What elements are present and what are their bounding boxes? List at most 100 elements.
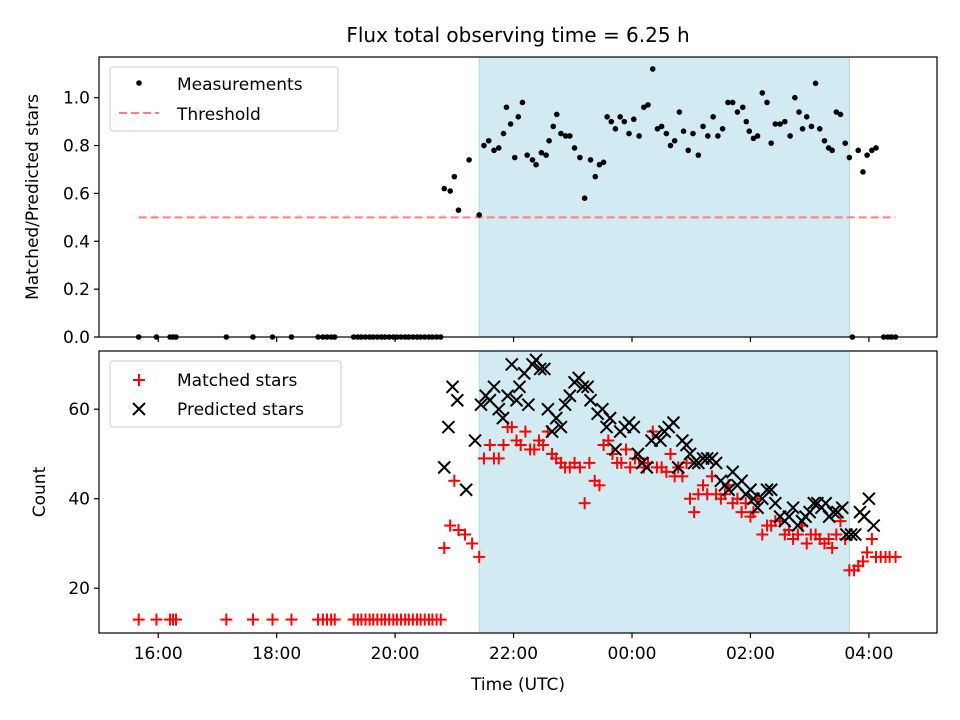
predicted-star-point	[679, 438, 694, 452]
predicted-star-point	[583, 393, 598, 407]
matched-star-point	[328, 613, 341, 626]
predicted-star-point	[521, 398, 536, 412]
y-tick-label: 60	[68, 400, 90, 420]
matched-star-point	[452, 524, 465, 537]
measurement-point	[604, 114, 610, 120]
matched-star-point	[573, 461, 586, 474]
measurement-point	[816, 125, 823, 132]
measurement-point	[710, 114, 716, 120]
measurement-point	[626, 130, 632, 137]
matched-star-point	[684, 492, 697, 505]
measurement-point	[550, 123, 557, 130]
measurement-point	[743, 118, 750, 125]
matched-star-point	[492, 452, 505, 465]
measurement-point	[577, 154, 583, 161]
measurement-point	[596, 161, 603, 168]
measurement-point	[500, 130, 507, 137]
matched-star-point	[830, 528, 843, 541]
measurement-point	[553, 111, 560, 118]
matched-star-point	[583, 456, 596, 469]
top-ylabel: Matched/Predicted stars	[23, 94, 43, 300]
matched-star-point	[132, 613, 145, 626]
measurement-point	[571, 145, 578, 151]
measurement-point	[808, 123, 815, 130]
x-tick-label: 22:00	[489, 644, 538, 664]
measurement-point	[667, 142, 674, 149]
measurement-point	[511, 154, 518, 161]
matched-star-point	[800, 537, 813, 550]
x-tick-label: 00:00	[608, 644, 657, 664]
matched-star-point	[826, 541, 839, 554]
predicted-star-point	[608, 442, 623, 457]
predicted-star-point	[537, 362, 552, 376]
predicted-star-point	[844, 527, 858, 542]
matched-star-point	[438, 541, 451, 554]
measurement-point	[533, 161, 539, 168]
measurement-point	[621, 118, 628, 125]
measurement-point	[538, 149, 545, 156]
measurement-point	[567, 133, 573, 139]
matched-star-point	[169, 613, 182, 626]
predicted-star-point	[554, 420, 568, 434]
matched-star-point	[505, 421, 518, 434]
measurement-point	[754, 133, 761, 139]
matched-star-point	[150, 613, 163, 626]
measurement-point	[676, 109, 683, 115]
predicted-star-point	[764, 483, 778, 497]
matched-star-point	[856, 555, 869, 568]
y-tick-label: 0.0	[63, 328, 90, 348]
matched-star-point	[220, 613, 233, 626]
measurement-point	[612, 125, 619, 132]
predicted-star-point	[700, 451, 714, 466]
measurement-point	[734, 109, 741, 115]
measurement-point	[799, 125, 806, 132]
measurement-point	[680, 128, 687, 134]
predicted-star-point	[786, 500, 800, 515]
measurement-point	[777, 121, 783, 127]
measurement-point	[600, 159, 607, 166]
measurement-point	[630, 116, 637, 123]
measurement-point	[715, 133, 721, 139]
matched-star-point	[646, 425, 659, 438]
measurement-point	[695, 152, 702, 158]
measurement-point	[546, 137, 552, 144]
measurement-point	[796, 109, 802, 115]
measurement-point	[719, 125, 726, 132]
predicted-star-point	[866, 518, 881, 533]
measurement-point	[617, 114, 623, 120]
predicted-star-point	[709, 456, 723, 470]
matched-star-point	[606, 447, 619, 460]
x-tick-label: 04:00	[844, 644, 893, 664]
matched-star-point	[615, 456, 628, 469]
predicted-star-point	[545, 424, 559, 439]
measurement-point	[873, 145, 879, 151]
predicted-star-point	[512, 380, 527, 394]
matched-star-point	[483, 439, 496, 451]
measurement-point	[739, 104, 746, 111]
y-tick-label: 1.0	[63, 89, 90, 109]
predicted-star-point	[509, 393, 524, 407]
measurement-point	[441, 185, 448, 192]
measurement-point	[812, 80, 819, 87]
measurement-point	[485, 137, 492, 144]
measurement-point	[869, 147, 875, 154]
measurement-point	[529, 157, 536, 163]
legend-predicted-marker	[132, 402, 146, 416]
bottom-ylabel: Count	[30, 466, 50, 517]
predicted-star-point	[496, 411, 510, 425]
y-tick-label: 0.4	[63, 232, 90, 252]
matched-star-point	[448, 474, 461, 487]
top-legend: Measurements Threshold	[109, 66, 339, 132]
matched-star-point	[444, 519, 457, 532]
matched-star-point	[434, 613, 447, 626]
matched-star-point	[458, 528, 471, 541]
matched-star-point	[889, 550, 902, 563]
y-tick-label: 20	[68, 579, 90, 599]
measurement-point	[803, 114, 810, 120]
bottom-axes: 20 40 60 16:00 18:00 20:00 22:00 00:00 02:00 04:0…	[68, 350, 938, 664]
measurement-point	[860, 169, 866, 175]
measurement-point	[451, 173, 458, 180]
matched-star-point	[537, 439, 550, 451]
predicted-star-point	[743, 483, 758, 497]
